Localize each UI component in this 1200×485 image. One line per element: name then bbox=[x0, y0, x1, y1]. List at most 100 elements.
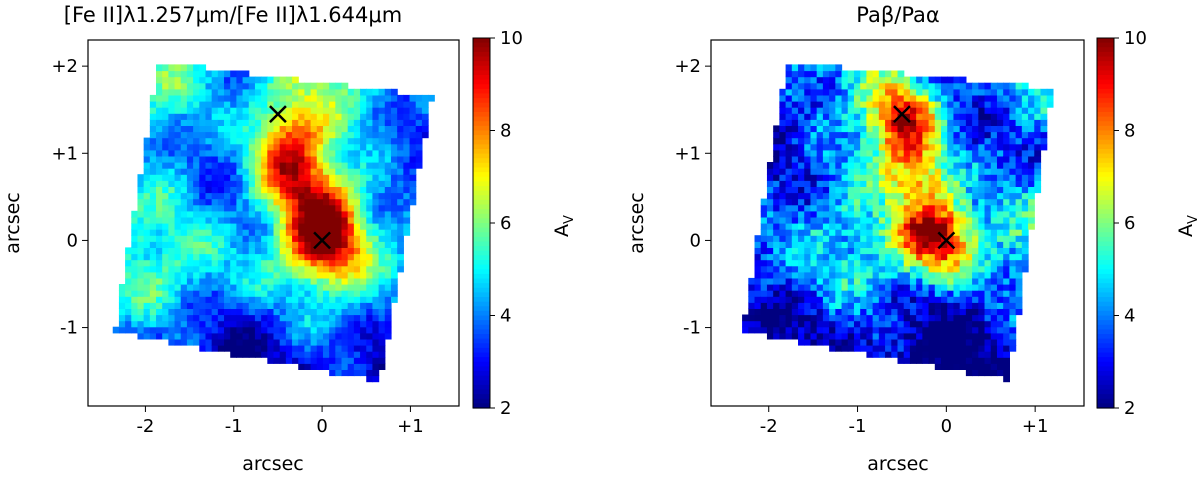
heatmap-cell bbox=[156, 155, 163, 163]
heatmap-cell bbox=[180, 88, 188, 96]
heatmap-cell bbox=[125, 265, 132, 273]
heatmap-cell bbox=[341, 198, 349, 206]
heatmap-cell bbox=[143, 229, 151, 236]
heatmap-cell bbox=[816, 101, 824, 108]
heatmap-cell bbox=[310, 174, 318, 181]
heatmap-cell bbox=[996, 271, 1004, 279]
heatmap-cell bbox=[156, 168, 163, 175]
heatmap-cell bbox=[984, 296, 992, 303]
heatmap-cell bbox=[990, 345, 998, 352]
heatmap-cell bbox=[941, 186, 948, 194]
heatmap-cell bbox=[211, 119, 219, 126]
heatmap-cell bbox=[866, 253, 874, 261]
heatmap-cell bbox=[866, 351, 874, 358]
heatmap-cell bbox=[1015, 259, 1023, 267]
heatmap-cell bbox=[965, 223, 973, 230]
heatmap-cell bbox=[916, 265, 923, 273]
heatmap-cell bbox=[978, 223, 986, 230]
heatmap-cell bbox=[149, 149, 157, 157]
heatmap-cell bbox=[785, 259, 793, 267]
heatmap-cell bbox=[878, 210, 886, 218]
colorbar-segment bbox=[473, 361, 490, 367]
heatmap-cell bbox=[372, 290, 380, 297]
heatmap-cell bbox=[322, 314, 330, 322]
heatmap-cell bbox=[909, 345, 917, 352]
heatmap-cell bbox=[273, 94, 281, 102]
heatmap-cell bbox=[242, 186, 250, 194]
heatmap-cell bbox=[322, 137, 330, 145]
heatmap-cell bbox=[341, 332, 349, 340]
heatmap-cell bbox=[984, 277, 992, 285]
heatmap-cell bbox=[779, 259, 787, 267]
heatmap-cell bbox=[822, 125, 830, 133]
heatmap-cell bbox=[978, 265, 986, 273]
heatmap-cell bbox=[1009, 314, 1017, 322]
heatmap-cell bbox=[211, 192, 219, 200]
heatmap-cell bbox=[186, 149, 194, 157]
heatmap-cell bbox=[162, 229, 169, 236]
heatmap-cell bbox=[947, 290, 955, 297]
heatmap-cell bbox=[224, 82, 231, 90]
heatmap-cell bbox=[934, 284, 942, 291]
heatmap-cell bbox=[378, 241, 386, 248]
heatmap-cell bbox=[878, 70, 886, 78]
heatmap-cell bbox=[335, 247, 343, 255]
heatmap-cell bbox=[310, 186, 318, 194]
heatmap-cell bbox=[211, 247, 219, 255]
heatmap-cell bbox=[162, 131, 169, 139]
colorbar-segment bbox=[473, 172, 490, 178]
heatmap-cell bbox=[1003, 326, 1010, 334]
heatmap-cell bbox=[990, 320, 998, 328]
heatmap-cell bbox=[316, 125, 324, 133]
heatmap-cell bbox=[415, 94, 423, 102]
heatmap-cell bbox=[298, 241, 306, 248]
colorbar-segment bbox=[1097, 61, 1114, 67]
heatmap-cell bbox=[273, 271, 281, 279]
heatmap-cell bbox=[860, 265, 868, 273]
heatmap-cell bbox=[1003, 162, 1010, 169]
heatmap-cell bbox=[835, 308, 843, 316]
heatmap-cell bbox=[279, 174, 287, 181]
heatmap-cell bbox=[397, 162, 404, 169]
heatmap-cell bbox=[384, 162, 392, 169]
heatmap-cell bbox=[384, 235, 392, 242]
heatmap-cell bbox=[353, 210, 361, 218]
heatmap-cell bbox=[878, 180, 886, 187]
heatmap-cell bbox=[267, 186, 275, 194]
heatmap-cell bbox=[180, 162, 188, 169]
heatmap-cell bbox=[885, 326, 892, 334]
colorbar-segment bbox=[1097, 135, 1114, 141]
heatmap-cell bbox=[978, 357, 986, 364]
heatmap-cell bbox=[1009, 296, 1017, 303]
heatmap-cell bbox=[360, 229, 367, 236]
heatmap-cell bbox=[353, 308, 361, 316]
heatmap-cell bbox=[131, 302, 139, 309]
heatmap-cell bbox=[766, 162, 774, 169]
heatmap-cell bbox=[872, 235, 880, 242]
heatmap-cell bbox=[304, 235, 312, 242]
heatmap-cell bbox=[941, 345, 948, 352]
heatmap-cell bbox=[149, 229, 157, 236]
heatmap-cell bbox=[347, 351, 355, 358]
heatmap-cell bbox=[773, 192, 780, 200]
heatmap-cell bbox=[205, 137, 213, 145]
heatmap-cell bbox=[773, 186, 780, 194]
heatmap-cell bbox=[366, 198, 374, 206]
heatmap-cell bbox=[978, 131, 986, 139]
heatmap-cell bbox=[409, 94, 417, 102]
heatmap-cell bbox=[341, 125, 349, 133]
heatmap-cell bbox=[965, 94, 973, 102]
heatmap-cell bbox=[390, 241, 398, 248]
heatmap-cell bbox=[236, 70, 244, 78]
heatmap-cell bbox=[766, 223, 774, 230]
heatmap-cell bbox=[366, 131, 374, 139]
heatmap-cell bbox=[1003, 210, 1010, 218]
heatmap-cell bbox=[261, 216, 268, 224]
heatmap-cell bbox=[860, 338, 868, 346]
heatmap-cell bbox=[193, 229, 200, 236]
heatmap-cell bbox=[1003, 94, 1010, 102]
heatmap-cell bbox=[965, 168, 973, 175]
heatmap-cell bbox=[390, 229, 398, 236]
heatmap-cell bbox=[866, 296, 874, 303]
heatmap-cell bbox=[372, 223, 380, 230]
